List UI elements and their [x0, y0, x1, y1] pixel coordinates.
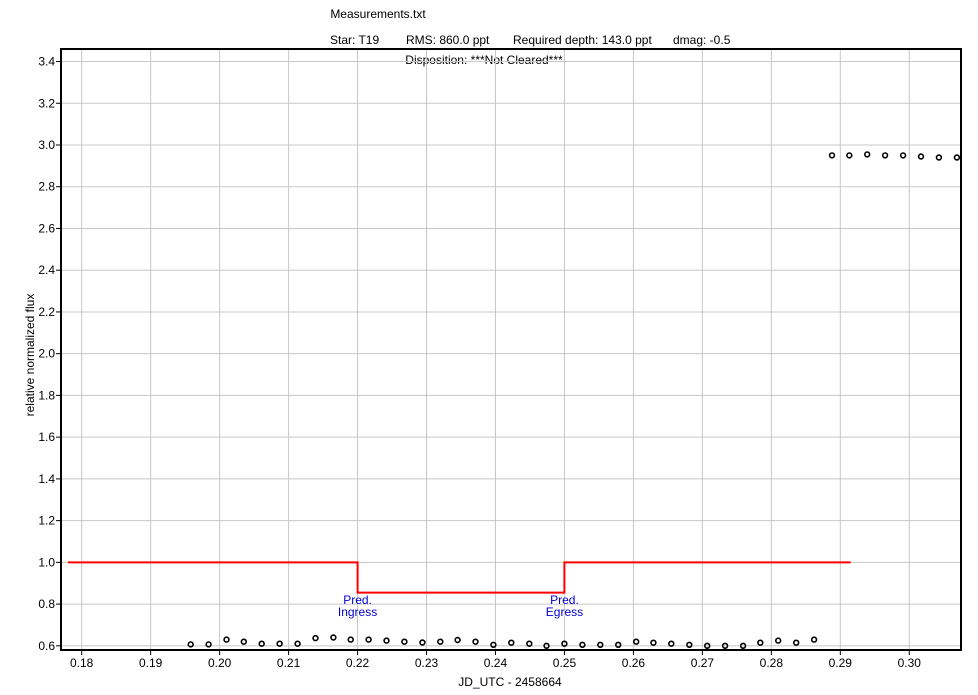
x-axis-label: JD_UTC - 2458664 [458, 675, 562, 689]
y-tick-labels: 0.6 0.8 1.0 1.2 1.4 1.6 1.8 2.0 2.2 2.4 2.6 2.8 3.0 3… [38, 55, 55, 653]
x-tick-label: 0.21 [277, 656, 301, 670]
y-tick-label: 1.8 [38, 388, 55, 402]
data-point [205, 641, 212, 648]
data-point [365, 636, 372, 643]
y-tick-label: 0.6 [38, 639, 55, 653]
chart-title: Measurements.txt [330, 7, 426, 21]
y-tick-label: 1.6 [38, 430, 55, 444]
x-tick-label: 0.28 [760, 656, 784, 670]
y-tick-label: 2.8 [38, 180, 55, 194]
data-point [881, 152, 889, 159]
data-point [437, 638, 444, 645]
data-point [419, 639, 426, 646]
y-tick-label: 2.0 [38, 347, 55, 361]
data-point [383, 637, 390, 644]
data-point [472, 638, 479, 645]
data-point [276, 640, 283, 647]
data-point [846, 152, 853, 159]
data-point [668, 640, 675, 647]
data-point [721, 642, 729, 649]
data-point [917, 153, 925, 160]
data-point [223, 636, 230, 643]
subtitle-required-depth: Required depth: 143.0 ppt [513, 33, 652, 47]
subtitle-rms: RMS: 860.0 ppt [406, 33, 490, 47]
data-point [187, 641, 194, 648]
data-point [632, 638, 640, 645]
y-tick-label: 1.2 [38, 514, 55, 528]
y-tick-label: 3.0 [38, 138, 55, 152]
data-point [686, 641, 693, 648]
data-point [543, 642, 550, 649]
x-tick-label: 0.27 [691, 656, 715, 670]
data-point [810, 636, 818, 643]
data-point [401, 638, 408, 645]
x-tick-label: 0.22 [346, 656, 370, 670]
data-point [757, 639, 764, 646]
data-point [739, 642, 747, 649]
data-point [614, 641, 622, 648]
x-tick-label: 0.18 [70, 656, 94, 670]
x-tick-label: 0.20 [208, 656, 232, 670]
x-tick-label: 0.24 [484, 656, 508, 670]
y-tick-label: 3.4 [38, 55, 55, 69]
data-point [828, 152, 836, 159]
data-point [312, 634, 319, 642]
data-point [863, 151, 871, 158]
y-tick-label: 2.4 [38, 263, 55, 277]
y-axis-label: relative normalized flux [23, 294, 37, 417]
annotation-line2: Ingress [338, 605, 377, 619]
annotation-line1: Pred. [550, 593, 579, 607]
y-tick-label: 1.4 [38, 472, 55, 486]
data-point [526, 640, 533, 647]
data-point [935, 154, 943, 161]
data-point [953, 154, 961, 161]
data-point [240, 638, 248, 645]
plot-frame [60, 48, 962, 651]
x-tick-label: 0.26 [622, 656, 646, 670]
x-tick-label: 0.29 [829, 656, 853, 670]
data-point [294, 640, 301, 647]
data-point [899, 152, 907, 159]
data-point [330, 634, 337, 641]
disposition-label: Disposition: ***Not Cleared*** [405, 53, 563, 67]
data-point [597, 641, 604, 648]
subtitle-star: Star: T19 [330, 33, 379, 47]
x-tick-label: 0.23 [415, 656, 439, 670]
data-point [508, 639, 515, 646]
x-tick-label: 0.19 [139, 656, 163, 670]
data-point [561, 640, 568, 647]
data-point [454, 636, 461, 644]
y-tick-label: 2.6 [38, 221, 55, 235]
grid-layer [56, 49, 961, 655]
data-point [579, 641, 586, 648]
y-tick-label: 0.8 [38, 597, 55, 611]
predicted-model-line [67, 561, 851, 594]
predicted-model-layer [67, 561, 851, 594]
data-points-layer [187, 151, 961, 649]
subtitle-dmag: dmag: -0.5 [673, 33, 731, 47]
annotation-line1: Pred. [343, 593, 372, 607]
x-tick-label: 0.30 [898, 656, 922, 670]
data-point [650, 639, 657, 646]
data-point [347, 636, 354, 643]
data-point [792, 639, 800, 646]
data-point [258, 640, 265, 647]
data-point [774, 637, 782, 644]
y-tick-label: 1.0 [38, 555, 55, 569]
x-tick-labels: 0.18 0.19 0.20 0.21 0.22 0.23 0.24 0.25 0.26 0.27… [70, 656, 921, 670]
data-point [703, 642, 711, 649]
x-tick-label: 0.25 [553, 656, 577, 670]
data-point [490, 641, 497, 648]
y-tick-label: 3.2 [38, 96, 55, 110]
y-tick-label: 2.2 [38, 305, 55, 319]
annotation-line2: Egress [546, 605, 583, 619]
